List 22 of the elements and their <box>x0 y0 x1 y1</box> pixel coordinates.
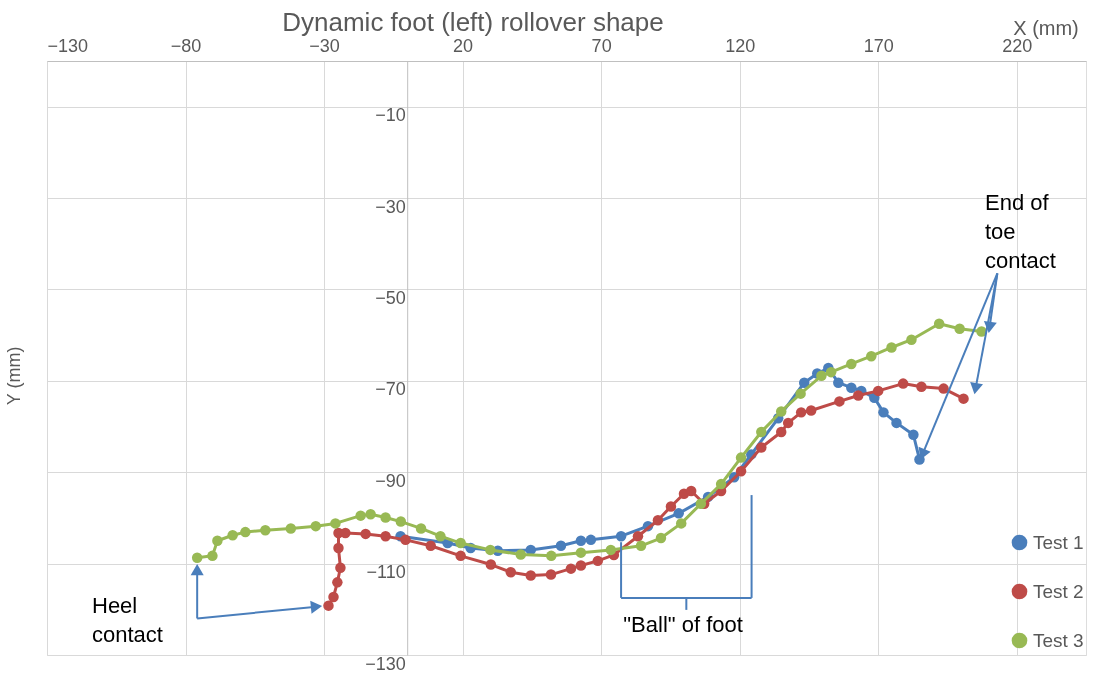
y-axis-title: Y (mm) <box>4 346 24 406</box>
y-tick-label: −30 <box>375 196 406 217</box>
x-tick-label: 120 <box>725 35 756 56</box>
chart-title: Dynamic foot (left) rollover shape <box>282 7 664 37</box>
y-tick-label: −90 <box>375 470 406 491</box>
y-tick-label: −130 <box>365 653 406 674</box>
y-tick-label: −50 <box>375 287 406 308</box>
legend-label: Test 2 <box>1033 580 1084 602</box>
x-tick-label: 20 <box>453 35 474 56</box>
legend-label: Test 1 <box>1033 531 1084 553</box>
y-tick-label: −70 <box>375 379 406 400</box>
x-tick-label: −30 <box>309 35 340 56</box>
x-tick-label: −130 <box>47 35 89 56</box>
annotation: End of toe contact <box>985 190 1056 273</box>
legend-label: Test 3 <box>1033 629 1084 651</box>
y-tick-label: −10 <box>375 105 406 126</box>
x-tick-label: 70 <box>591 35 612 56</box>
y-tick-label: −110 <box>366 562 406 583</box>
x-tick-label: 170 <box>863 35 894 56</box>
annotation: "Ball" of foot <box>623 612 743 638</box>
x-tick-label: −80 <box>170 35 202 56</box>
annotation: Heel contact <box>92 593 163 647</box>
